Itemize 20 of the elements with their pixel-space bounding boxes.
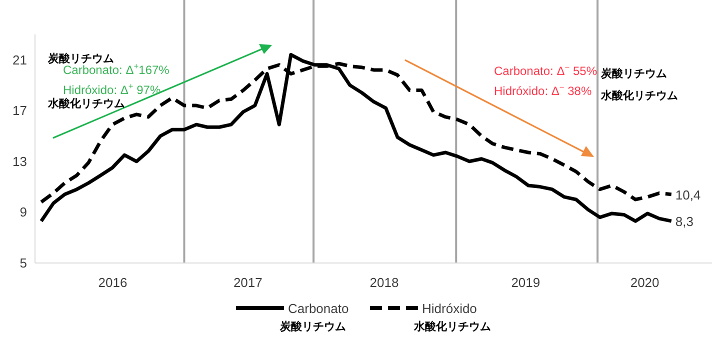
- legend-label: Hidróxido 水酸化リチウム: [413, 301, 491, 333]
- x-tick-label: 2018: [370, 275, 399, 290]
- legend-label: Carbonato 炭酸リチウム: [279, 301, 349, 333]
- x-tick-label: 2020: [630, 275, 660, 290]
- y-tick-label: 5: [20, 256, 27, 270]
- annotation: 炭酸リチウム: [600, 67, 667, 80]
- annotation: Hidróxido: Δ$^{−}$ 38%: [494, 82, 592, 98]
- x-tick-label: 2017: [233, 275, 262, 290]
- annotation: 水酸化リチウム: [600, 89, 678, 102]
- x-tick-label: 2016: [98, 275, 128, 290]
- annotation: 水酸化リチウム: [47, 97, 125, 110]
- y-tick-label: 9: [20, 204, 27, 220]
- data-label: 8,3: [675, 214, 694, 230]
- x-tick-label: 2019: [511, 275, 540, 290]
- annotation: Hidróxido: Δ$^{+}$ 97%: [63, 81, 161, 97]
- y-tick-label: 17: [12, 103, 27, 118]
- data-label: 10,4: [675, 187, 701, 202]
- annotation: Carbonato: Δ$^{−}$ 55%: [494, 62, 598, 78]
- y-tick-label: 13: [12, 154, 27, 169]
- y-tick-label: 21: [12, 52, 27, 68]
